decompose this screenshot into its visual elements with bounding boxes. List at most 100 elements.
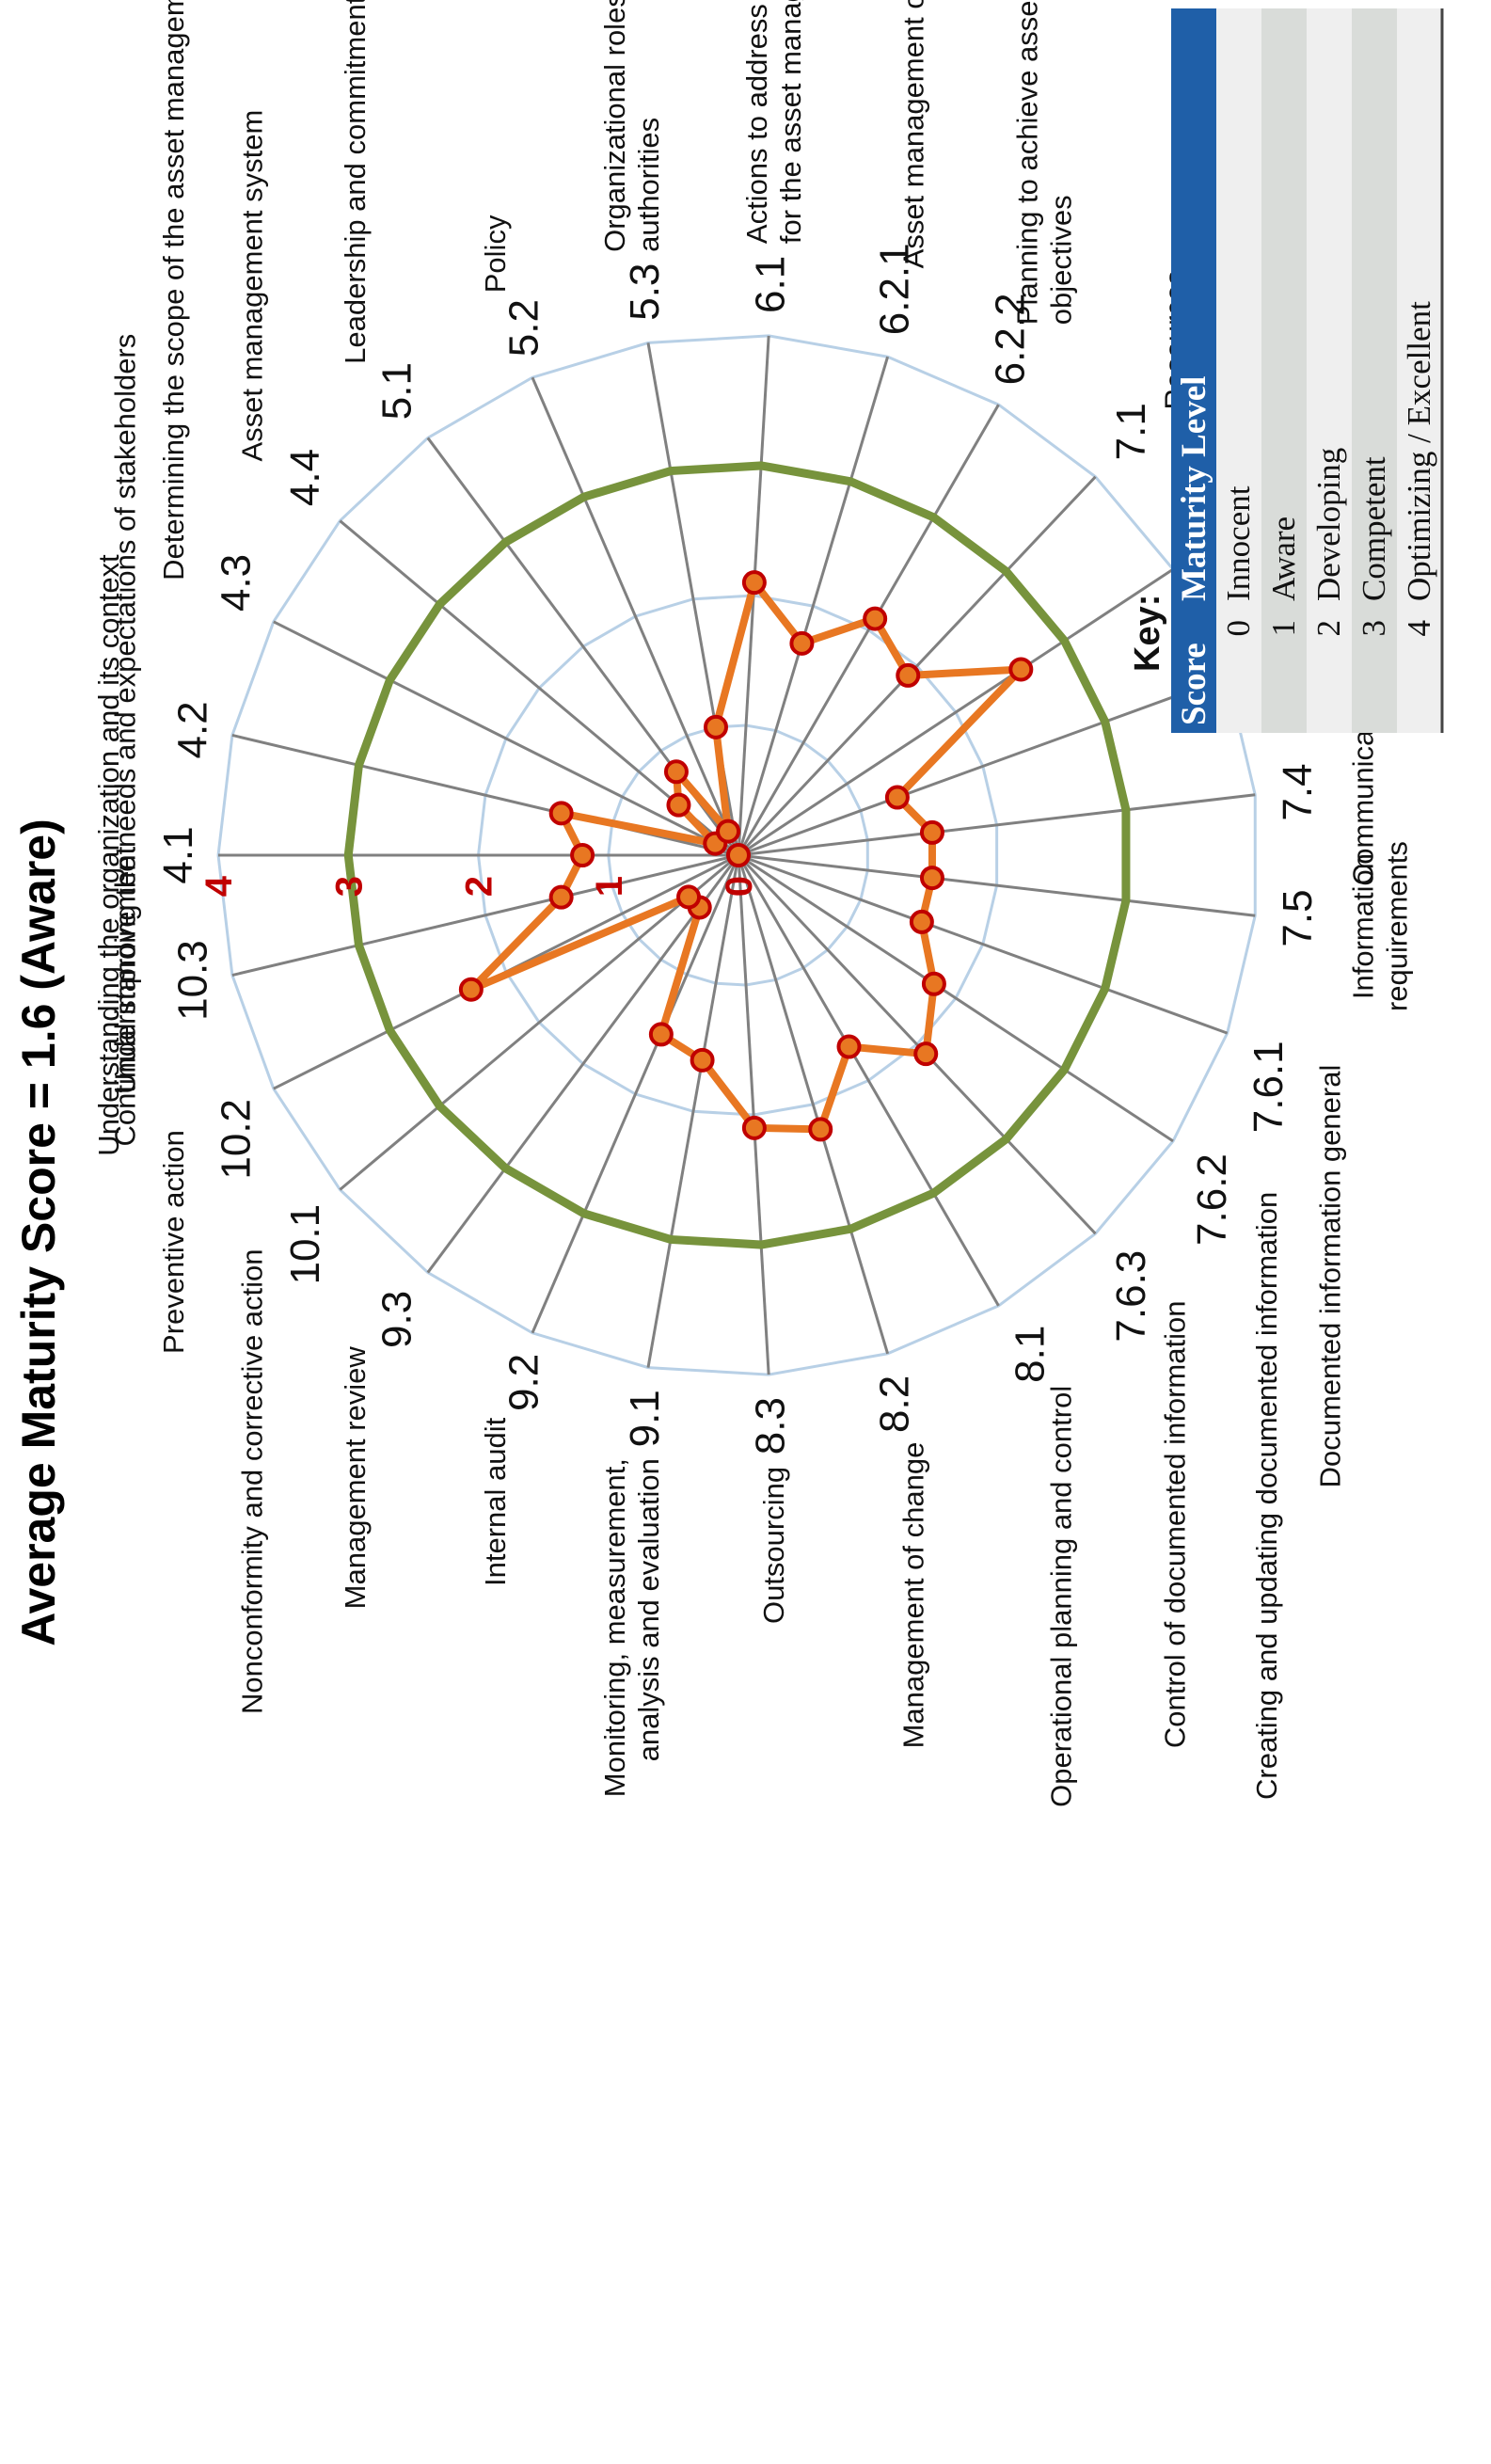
category-code: 4.3	[213, 554, 259, 612]
category-code: 4.4	[282, 449, 328, 506]
scale-label: 2	[459, 876, 500, 897]
category-name-line: Internal audit	[479, 1417, 512, 1586]
score-point	[919, 819, 944, 845]
category-name: Understanding the organization and its c…	[92, 554, 125, 1156]
category-name: Management of change	[897, 1442, 930, 1749]
category-name-line: Operational planning and control	[1045, 1386, 1078, 1807]
category-code: 8.1	[1007, 1326, 1054, 1383]
category-name: Determining the scope of the asset manag…	[157, 0, 190, 580]
spoke-line	[426, 854, 740, 1274]
category-name-line: Management of change	[897, 1442, 930, 1749]
score-point	[458, 977, 484, 1002]
key-score: 3	[1356, 620, 1392, 637]
category-name: Planning to achieve asset managementobje…	[1011, 0, 1078, 325]
category-name-line: Monitoring, measurement,	[598, 1458, 631, 1797]
category-name-line: Organizational roles, responsibilities a…	[598, 0, 631, 252]
category-name: Policy	[479, 215, 512, 293]
spoke-line	[273, 620, 739, 857]
category-name-line: Management review	[339, 1346, 372, 1610]
category-name: Nonconformity and corrective action	[235, 1248, 268, 1714]
category-name: Management review	[339, 1346, 372, 1610]
target-series	[343, 461, 1131, 1249]
key-level: Competent	[1356, 456, 1392, 601]
key-row-bg	[1216, 8, 1261, 733]
category-name: Leadership and commitment	[339, 0, 372, 364]
category-code: 5.3	[622, 263, 668, 321]
category-name-line: Documented information general	[1314, 1065, 1347, 1488]
category-name-line: objectives	[1045, 195, 1078, 325]
category-code: 9.3	[373, 1291, 420, 1348]
category-name-line: Understanding the organization and its c…	[92, 554, 125, 1156]
category-name-line: Actions to address risks and opportuniti…	[740, 0, 773, 244]
category-code: 7.6.1	[1245, 1041, 1292, 1133]
category-name-line: Control of documented information	[1159, 1301, 1192, 1749]
score-point	[863, 606, 888, 631]
spoke-line	[531, 376, 740, 856]
chart-title: Average Maturity Score = 1.6 (Aware)	[12, 819, 65, 1646]
spoke-line	[737, 854, 770, 1375]
category-code: 6.2.2	[988, 293, 1034, 385]
key-score: 2	[1310, 620, 1347, 637]
score-point	[690, 1047, 715, 1073]
spoke-line	[737, 356, 890, 856]
key-title: Key:	[1128, 595, 1167, 672]
spoke-line	[738, 793, 1256, 857]
score-point	[716, 819, 741, 844]
category-name-line: for the asset management system	[774, 0, 807, 244]
category-name: Creating and updating documented informa…	[1250, 1192, 1283, 1800]
key-score: 4	[1401, 620, 1437, 637]
score-point	[884, 785, 910, 810]
key-level: Optimizing / Excellent	[1401, 301, 1437, 601]
key-header-bg	[1171, 8, 1216, 733]
category-name-line: Creating and updating documented informa…	[1250, 1192, 1283, 1800]
category-name-line: analysis and evaluation	[632, 1458, 665, 1761]
category-code: 6.1	[748, 256, 794, 313]
score-point	[666, 792, 691, 818]
category-name-line: Asset management objectives	[897, 0, 930, 268]
category-name: Informationrequirements	[1347, 841, 1414, 1011]
category-name: Understanding the needs and expectations…	[109, 334, 142, 1094]
score-point	[703, 714, 728, 739]
category-name: Preventive action	[157, 1130, 190, 1354]
category-name: Organizational roles, responsibilities a…	[598, 0, 665, 252]
category-code: 8.2	[871, 1375, 917, 1433]
category-name: Operational planning and control	[1045, 1386, 1078, 1807]
score-point	[808, 1117, 833, 1142]
category-code: 8.3	[748, 1397, 794, 1455]
key-score: 0	[1220, 620, 1257, 637]
score-point	[789, 630, 815, 656]
key-row-bg	[1261, 8, 1307, 733]
score-point	[548, 801, 574, 826]
key-header-level: Maturity Level	[1175, 376, 1213, 601]
score-point	[909, 909, 934, 934]
category-name-line: Understanding the needs and expectations…	[109, 334, 142, 1094]
category-code: 9.2	[500, 1354, 547, 1411]
category-code: 10.2	[213, 1099, 259, 1180]
category-code: 7.4	[1275, 763, 1321, 820]
score-point	[921, 971, 946, 996]
key-row-bg	[1307, 8, 1352, 733]
spoke-line	[738, 853, 1229, 1035]
category-name-line: Determining the scope of the asset manag…	[157, 0, 190, 580]
category-name-line: Nonconformity and corrective action	[235, 1248, 268, 1714]
score-point	[741, 1115, 767, 1140]
spoke-line	[646, 854, 740, 1368]
category-code: 9.1	[622, 1390, 668, 1447]
category-name-line: Planning to achieve asset management	[1011, 0, 1044, 325]
category-name: Internal audit	[479, 1417, 512, 1586]
category-name-line: Continual improvement	[109, 846, 142, 1146]
key-row-bg	[1352, 8, 1397, 733]
category-name-line: Leadership and commitment	[339, 0, 372, 364]
category-name-line: requirements	[1381, 841, 1414, 1011]
score-point	[741, 570, 767, 596]
score-point	[648, 1022, 674, 1047]
scale-label: 4	[198, 875, 240, 897]
grid-ring-4	[216, 334, 1257, 1376]
spoke-line	[339, 853, 739, 1191]
category-name: Documented information general	[1314, 1065, 1347, 1488]
category-code: 10.3	[170, 940, 216, 1021]
category-code: 7.6.2	[1189, 1153, 1235, 1246]
score-point	[570, 843, 595, 867]
category-name: Asset management system	[235, 110, 268, 462]
